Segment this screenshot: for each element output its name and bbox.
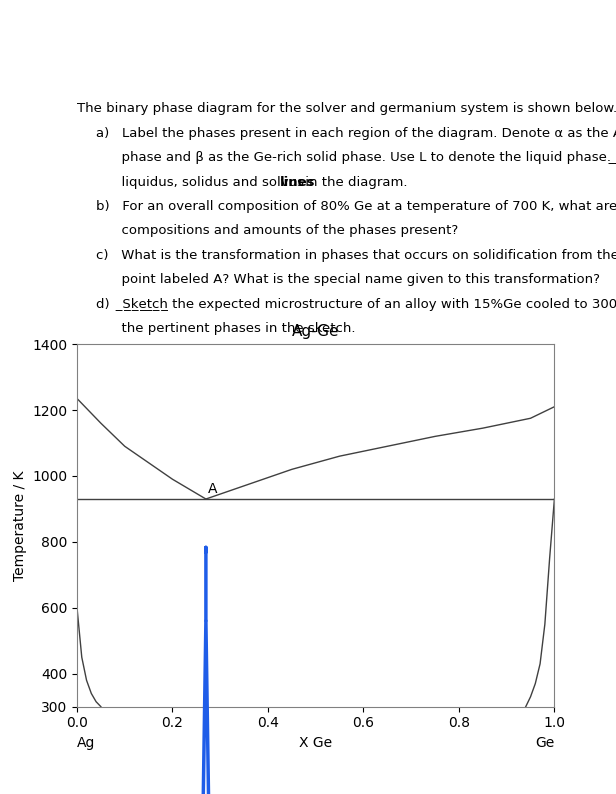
Text: a)   Label the phases present in each region of the diagram. Denote α as the Ag-: a) Label the phases present in each regi… xyxy=(96,127,616,140)
Text: phase and β as the Ge-rich solid phase. Use L to denote the liquid phase. ̲I̲d̲e: phase and β as the Ge-rich solid phase. … xyxy=(96,151,616,164)
Text: A: A xyxy=(208,482,218,495)
Text: Ag: Ag xyxy=(77,736,95,750)
Text: c)   What is the transformation in phases that occurs on solidification from the: c) What is the transformation in phases … xyxy=(96,249,616,262)
Text: in the diagram.: in the diagram. xyxy=(301,175,408,189)
Text: b)   For an overall composition of 80% Ge at a temperature of 700 K, what are th: b) For an overall composition of 80% Ge … xyxy=(96,200,616,213)
Text: Ge: Ge xyxy=(535,736,554,750)
Text: compositions and amounts of the phases present?: compositions and amounts of the phases p… xyxy=(96,225,458,237)
Text: liquidus, solidus and solvus: liquidus, solidus and solvus xyxy=(96,175,309,189)
Text: point labeled A? What is the special name given to this transformation?: point labeled A? What is the special nam… xyxy=(96,273,600,287)
Text: the pertinent phases in the sketch.: the pertinent phases in the sketch. xyxy=(96,322,355,335)
X-axis label: X Ge: X Ge xyxy=(299,736,332,750)
Text: The binary phase diagram for the solver and germanium system is shown below.: The binary phase diagram for the solver … xyxy=(77,102,616,115)
Y-axis label: Temperature / K: Temperature / K xyxy=(12,470,26,580)
Text: d)   ̲S̲k̲e̲t̲c̲h̲ the expected microstructure of an alloy with 15%Ge cooled to : d) ̲S̲k̲e̲t̲c̲h̲ the expected microstruc… xyxy=(96,298,616,310)
Text: lines: lines xyxy=(280,175,315,189)
Title: Ag-Ge: Ag-Ge xyxy=(292,324,339,339)
